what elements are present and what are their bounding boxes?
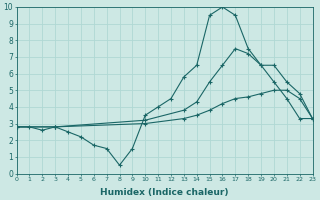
X-axis label: Humidex (Indice chaleur): Humidex (Indice chaleur) xyxy=(100,188,229,197)
